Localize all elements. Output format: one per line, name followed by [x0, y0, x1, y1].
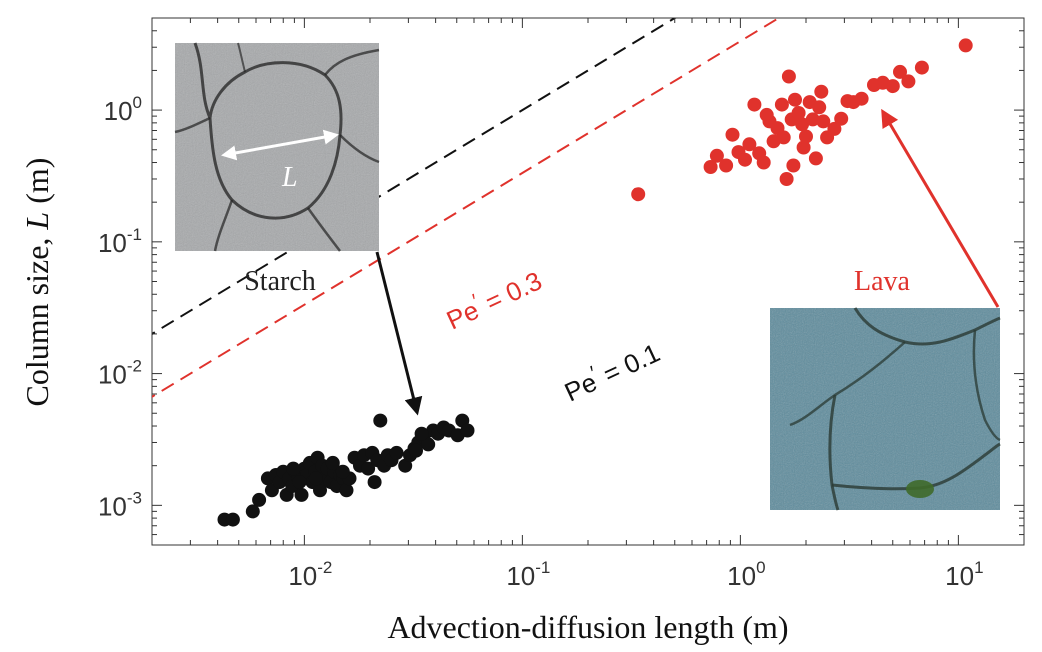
data-point: [756, 155, 771, 170]
data-point: [808, 151, 823, 166]
data-point: [361, 461, 376, 476]
data-point: [788, 92, 802, 107]
data-point: [795, 117, 810, 132]
data-point: [747, 97, 762, 112]
data-point: [286, 461, 301, 476]
y-axis-title: Column size, L (m): [19, 158, 55, 407]
data-point: [742, 137, 757, 152]
x-tick-label: 101: [945, 558, 983, 591]
data-point: [834, 111, 849, 126]
y-tick-label: 10-3: [98, 488, 142, 521]
data-point: [774, 97, 789, 112]
data-point: [914, 60, 929, 75]
data-point: [779, 172, 794, 186]
starch-inset-image: L: [174, 42, 380, 252]
data-point: [703, 160, 718, 174]
data-point: [816, 114, 831, 129]
starch-label: Starch: [244, 266, 316, 297]
data-point: [373, 413, 388, 428]
axis-ticks: [151, 17, 1025, 546]
y-tick-label: 10-2: [98, 357, 142, 390]
data-point: [367, 475, 382, 490]
lava-pointer-arrow: [881, 108, 1000, 308]
data-point: [738, 152, 752, 167]
data-point: [294, 487, 309, 502]
data-point: [893, 64, 907, 79]
data-point: [791, 106, 806, 120]
y-tick-labels: 10-3 10-2 10-1 100: [98, 93, 142, 521]
x-axis-title: Advection-diffusion length (m): [387, 609, 788, 645]
data-point: [421, 437, 436, 452]
data-point: [245, 504, 260, 519]
data-point: [631, 187, 646, 202]
data-point: [335, 464, 350, 479]
data-point: [805, 112, 820, 127]
data-point: [827, 121, 842, 136]
y-tick-label: 10-1: [98, 225, 142, 258]
data-point: [252, 492, 267, 507]
data-point: [709, 148, 724, 163]
starch-pointer-arrow: [375, 251, 423, 416]
data-point: [313, 483, 327, 498]
lava-inset-image: [770, 307, 1001, 511]
data-point: [776, 130, 791, 145]
data-point: [308, 471, 323, 486]
data-point: [759, 107, 774, 122]
data-point: [814, 84, 829, 99]
lava-label: Lava: [854, 266, 911, 297]
length-arrow: [221, 129, 339, 161]
data-point: [719, 158, 734, 173]
data-point: [854, 91, 869, 106]
data-point: [885, 79, 900, 94]
data-point: [958, 38, 973, 53]
data-point: [292, 475, 307, 490]
data-point: [901, 74, 916, 89]
data-point: [414, 426, 429, 441]
y-tick-label: 100: [104, 93, 142, 126]
data-point: [725, 127, 740, 142]
data-point: [398, 458, 413, 473]
data-point: [781, 69, 796, 84]
x-tick-labels: 10-2 10-1 100 101: [288, 558, 983, 591]
x-tick-label: 10-1: [506, 558, 550, 591]
data-point: [225, 512, 240, 527]
data-point: [325, 455, 340, 470]
x-tick-label: 100: [727, 558, 765, 591]
data-point: [796, 140, 811, 155]
data-point: [409, 443, 423, 458]
data-point: [460, 423, 475, 438]
data-point: [799, 129, 813, 144]
data-point: [786, 158, 801, 173]
data-point: [339, 483, 354, 498]
length-label: L: [281, 162, 298, 193]
x-tick-label: 10-2: [288, 558, 332, 591]
data-point: [812, 100, 827, 115]
data-points: [217, 38, 973, 527]
data-point: [389, 445, 404, 460]
